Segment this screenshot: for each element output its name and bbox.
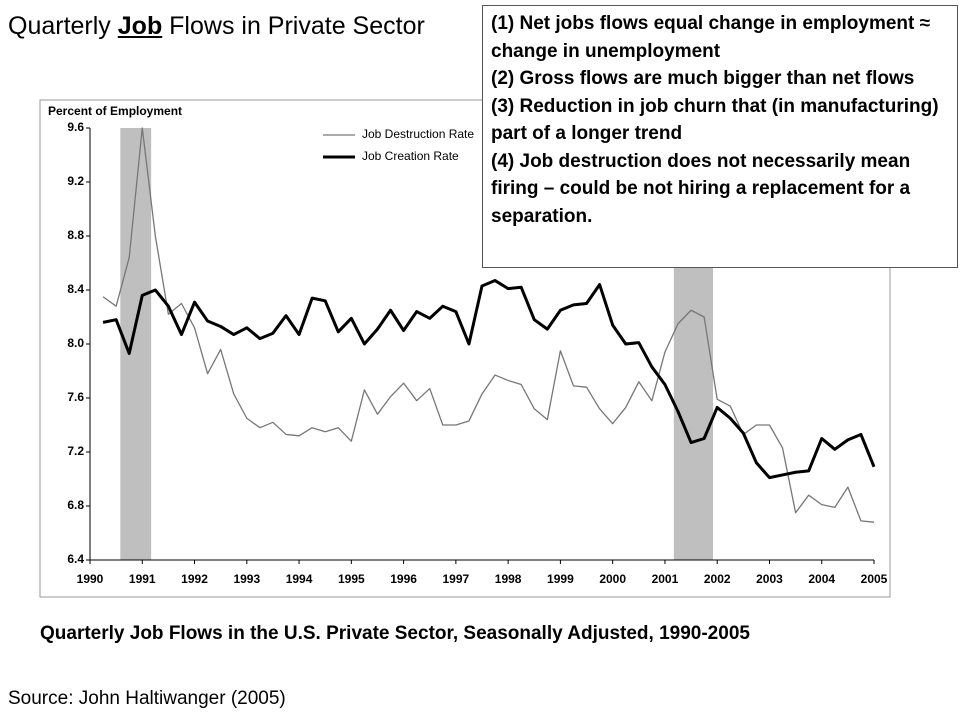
title-part: Flows in Private Sector	[162, 12, 425, 40]
series-line	[102, 279, 876, 480]
slide-title: Quarterly Job Flows in Private Sector	[8, 12, 425, 41]
x-tick-label: 2001	[652, 572, 679, 586]
series-line	[102, 127, 875, 523]
y-tick-label: 6.4	[67, 552, 84, 566]
y-tick-label: 9.2	[67, 174, 84, 188]
legend-label: Job Destruction Rate	[362, 127, 474, 141]
x-tick-label: 2004	[808, 572, 835, 586]
chart-caption: Quarterly Job Flows in the U.S. Private …	[40, 623, 750, 644]
y-tick-label: 6.8	[67, 498, 84, 512]
note: (4) Job destruction does not necessarily…	[491, 150, 911, 227]
x-tick-label: 2000	[599, 572, 626, 586]
x-tick-label: 2005	[861, 572, 888, 586]
title-part: Job	[117, 12, 163, 40]
x-tick-label: 1991	[129, 572, 156, 586]
y-tick-label: 8.0	[67, 336, 84, 350]
note: (3) Reduction in job churn that (in manu…	[491, 95, 939, 145]
x-tick-label: 1999	[547, 572, 574, 586]
x-tick-label: 1998	[495, 572, 522, 586]
x-tick-label: 1994	[286, 572, 313, 586]
y-axis-label: Percent of Employment	[48, 104, 182, 118]
y-tick-label: 8.4	[67, 282, 84, 296]
x-tick-label: 1996	[390, 572, 417, 586]
source: Source: John Haltiwanger (2005)	[8, 688, 286, 709]
x-tick-label: 1993	[233, 572, 260, 586]
x-tick-label: 1995	[338, 572, 365, 586]
x-tick-label: 1997	[443, 572, 470, 586]
x-tick-label: 1992	[181, 572, 208, 586]
y-tick-label: 9.6	[67, 120, 84, 134]
note: (2) Gross flows are much bigger than net…	[491, 68, 915, 89]
x-tick-label: 2003	[756, 572, 783, 586]
y-tick-label: 7.6	[67, 390, 84, 404]
y-tick-label: 8.8	[67, 228, 84, 242]
y-tick-label: 7.2	[67, 444, 84, 458]
x-tick-label: 1990	[77, 572, 104, 586]
x-tick-label: 2002	[704, 572, 731, 586]
note-box: (1) Net jobs flows equal change in emplo…	[482, 5, 958, 268]
note: (1) Net jobs flows equal change in emplo…	[491, 13, 931, 62]
title-part: Quarterly	[8, 12, 118, 40]
legend-label: Job Creation Rate	[362, 149, 459, 163]
